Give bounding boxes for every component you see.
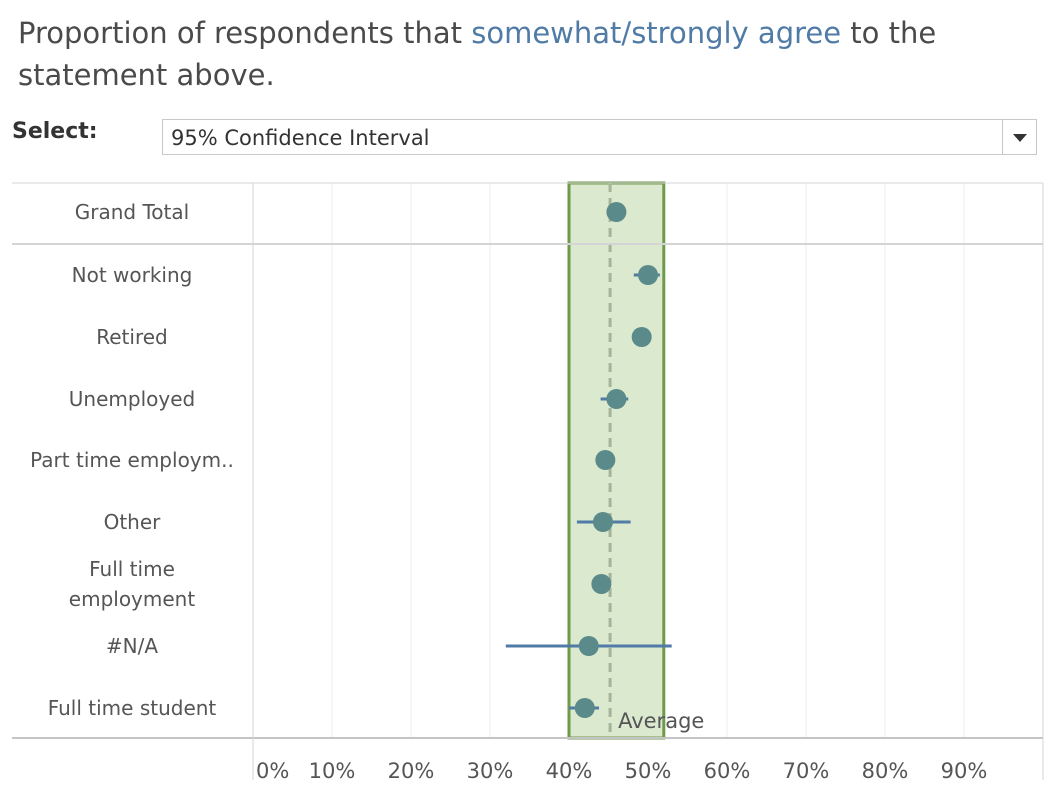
category-label: #N/A xyxy=(106,634,158,658)
select-label: Select: xyxy=(12,119,98,144)
title-suffix: to the statement above. xyxy=(18,16,937,92)
confidence-interval-dropdown[interactable]: 95% Confidence Interval xyxy=(162,119,1037,155)
data-point xyxy=(606,389,627,409)
x-tick-label: 40% xyxy=(546,759,593,783)
category-label: Full time student xyxy=(48,696,217,720)
category-label: Other xyxy=(104,510,162,534)
x-tick-label: 50% xyxy=(625,759,672,783)
x-tick-label: 20% xyxy=(388,759,435,783)
data-marks: Average xyxy=(505,202,704,733)
category-label: Unemployed xyxy=(69,387,195,411)
category-label: Grand Total xyxy=(75,200,189,224)
dropdown-selected-value: 95% Confidence Interval xyxy=(171,126,430,150)
title-prefix: Proportion of respondents that xyxy=(18,16,472,50)
x-tick-label: 10% xyxy=(309,759,356,783)
data-point xyxy=(591,574,612,594)
category-label: Not working xyxy=(72,263,193,287)
dropdown-toggle[interactable] xyxy=(1002,120,1036,154)
average-label: Average xyxy=(618,709,704,733)
data-point xyxy=(578,636,599,656)
x-tick-label: 30% xyxy=(467,759,514,783)
category-label: Full time employment xyxy=(69,557,196,611)
data-point xyxy=(631,327,652,347)
x-tick-label: 80% xyxy=(862,759,909,783)
data-point xyxy=(606,202,627,222)
title-highlight: somewhat/strongly agree xyxy=(471,16,842,50)
x-axis-ticks: 0% 10% 20% 30% 40% 50% 60% 70% 80% 90% xyxy=(256,759,987,783)
chart-title: Proportion of respondents that somewhat/… xyxy=(18,12,1038,96)
category-label: Part time employm.. xyxy=(30,448,234,472)
x-tick-label: 0% xyxy=(256,759,289,783)
chevron-down-icon xyxy=(1013,134,1027,142)
x-tick-label: 60% xyxy=(704,759,751,783)
x-tick-label: 90% xyxy=(941,759,988,783)
data-point xyxy=(595,450,616,470)
data-point xyxy=(592,512,613,532)
data-point xyxy=(574,698,595,718)
chart-frame xyxy=(12,182,1044,780)
category-labels: Grand Total Not working Retired Unemployed P… xyxy=(30,200,234,720)
x-tick-label: 70% xyxy=(783,759,830,783)
category-label: Retired xyxy=(96,325,167,349)
data-point xyxy=(638,265,658,285)
